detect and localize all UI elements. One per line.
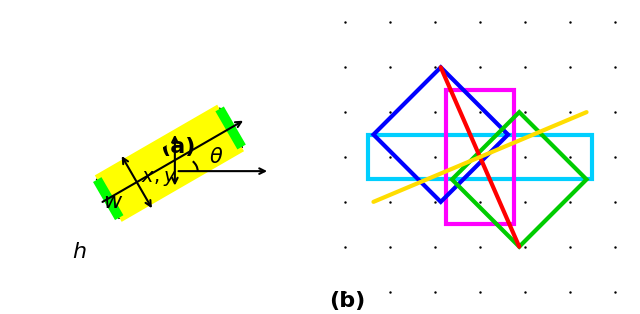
Bar bbox=[446, 90, 514, 224]
Text: $\theta$: $\theta$ bbox=[209, 147, 223, 167]
Text: $x, y$: $x, y$ bbox=[141, 169, 177, 188]
Text: $w$: $w$ bbox=[103, 192, 124, 212]
Text: (a): (a) bbox=[160, 137, 195, 157]
Text: (b): (b) bbox=[329, 291, 365, 311]
Polygon shape bbox=[97, 109, 241, 218]
Bar bbox=[368, 135, 592, 179]
Text: $h$: $h$ bbox=[72, 242, 86, 263]
